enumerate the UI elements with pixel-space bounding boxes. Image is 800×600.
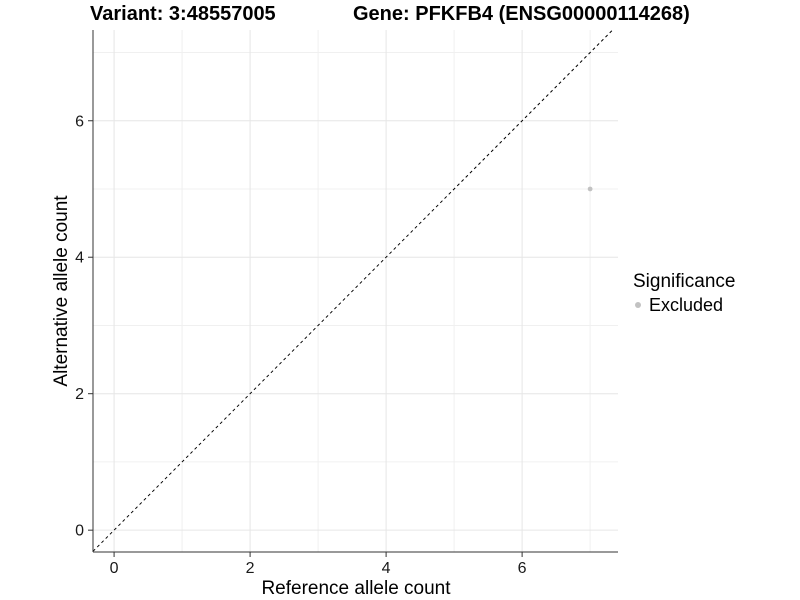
plot-title-gene: Gene: PFKFB4 (ENSG00000114268) [353, 3, 690, 25]
legend-point-icon [635, 302, 641, 308]
x-axis-title: Reference allele count [261, 578, 451, 599]
x-tick-label: 0 [110, 560, 119, 577]
y-tick-label: 2 [75, 386, 84, 403]
y-tick-label: 0 [75, 523, 84, 540]
identity-line [92, 29, 613, 552]
legend-title: Significance [633, 271, 736, 292]
x-tick-label: 4 [382, 560, 391, 577]
y-tick-label: 4 [75, 250, 84, 267]
legend-item-label: Excluded [649, 295, 724, 315]
y-axis-title: Alternative allele count [51, 195, 72, 387]
data-point [587, 186, 593, 192]
x-tick-label: 6 [518, 560, 527, 577]
plot-title-variant: Variant: 3:48557005 [90, 3, 276, 25]
x-tick-label: 2 [246, 560, 255, 577]
legend-item-excluded: Excluded [633, 295, 735, 315]
legend: Significance Excluded [633, 271, 736, 316]
y-tick-label: 6 [75, 113, 84, 130]
